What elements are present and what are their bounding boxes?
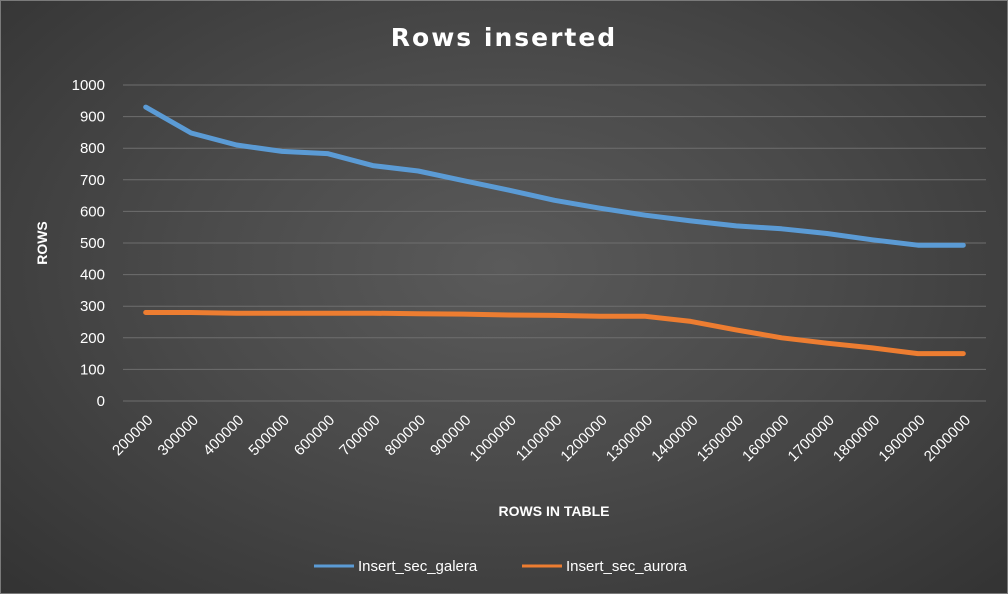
y-tick-label: 100 xyxy=(80,361,105,378)
x-tick-label: 600000 xyxy=(291,412,338,459)
y-tick-label: 900 xyxy=(80,109,105,126)
x-tick-label: 1700000 xyxy=(785,412,838,465)
y-tick-label: 300 xyxy=(80,298,105,315)
y-axis-ticks: 0 100 200 300 400 500 600 700 800 900 1000 xyxy=(72,77,105,410)
x-axis-title: ROWS IN TABLE xyxy=(499,503,610,519)
y-tick-label: 600 xyxy=(80,203,105,220)
x-tick-label: 1500000 xyxy=(694,412,747,465)
x-tick-label: 1000000 xyxy=(467,412,520,465)
y-tick-label: 400 xyxy=(80,267,105,284)
gridlines xyxy=(123,85,986,401)
series-line-1 xyxy=(146,313,964,354)
x-tick-label: 700000 xyxy=(336,412,383,459)
y-tick-label: 1000 xyxy=(72,77,105,94)
x-axis-ticks: 2000003000004000005000006000007000008000… xyxy=(109,412,974,465)
y-axis-title: ROWS xyxy=(34,221,50,265)
x-tick-label: 1800000 xyxy=(830,412,883,465)
legend-label: Insert_sec_aurora xyxy=(566,558,688,575)
y-tick-label: 500 xyxy=(80,235,105,252)
x-tick-label: 200000 xyxy=(109,412,156,459)
x-tick-label: 2000000 xyxy=(921,412,974,465)
legend-label: Insert_sec_galera xyxy=(358,558,478,575)
x-tick-label: 500000 xyxy=(245,412,292,459)
y-tick-label: 700 xyxy=(80,172,105,189)
x-tick-label: 400000 xyxy=(200,412,247,459)
series-lines xyxy=(146,107,964,354)
x-tick-label: 1600000 xyxy=(739,412,792,465)
x-tick-label: 1100000 xyxy=(513,412,566,465)
series-line-0 xyxy=(146,107,964,245)
x-tick-label: 1400000 xyxy=(648,412,701,465)
x-tick-label: 1900000 xyxy=(875,412,928,465)
x-tick-label: 1200000 xyxy=(557,412,610,465)
legend: Insert_sec_galera Insert_sec_aurora xyxy=(314,558,688,575)
x-tick-label: 800000 xyxy=(382,412,429,459)
y-tick-label: 0 xyxy=(97,393,105,410)
x-tick-label: 1300000 xyxy=(603,412,656,465)
y-tick-label: 800 xyxy=(80,140,105,157)
x-tick-label: 300000 xyxy=(155,412,202,459)
y-tick-label: 200 xyxy=(80,330,105,347)
